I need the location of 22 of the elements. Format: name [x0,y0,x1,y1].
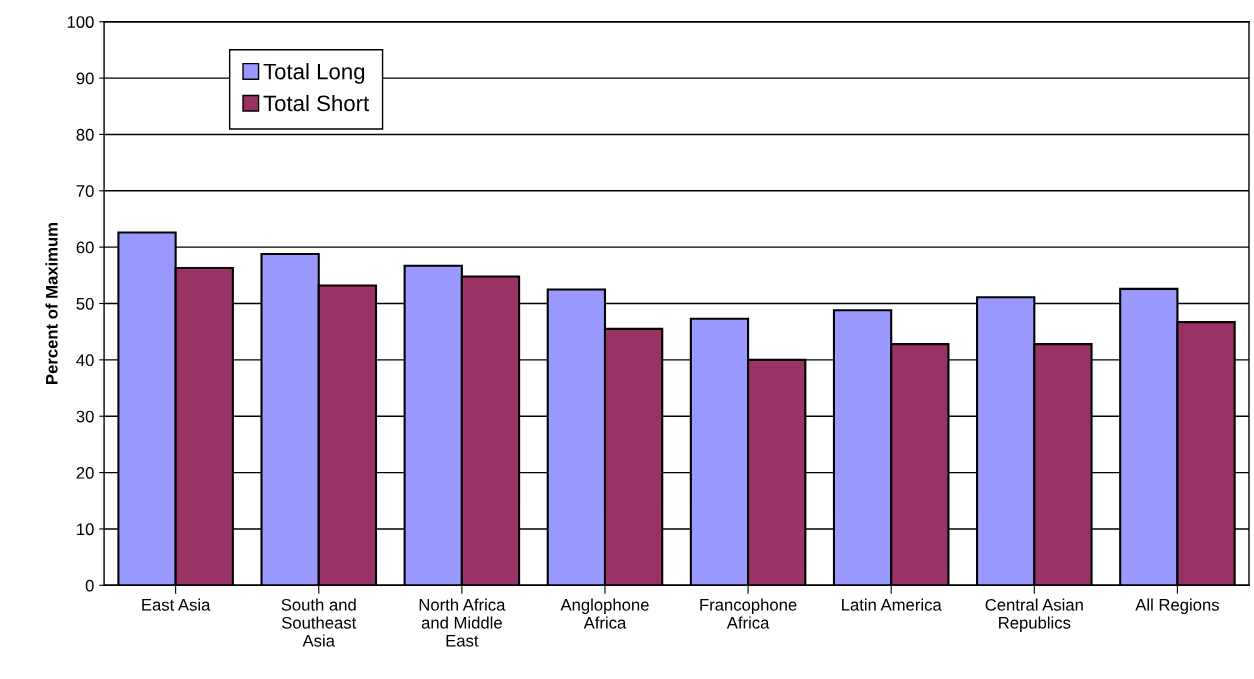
y-tick-label: 0 [85,579,94,592]
x-tick-label: Francophone Africa [700,598,797,629]
y-tick-label: 30 [76,410,94,423]
x-tick-label: Central Asian Republics [985,598,1083,632]
y-tick-label: 80 [76,128,94,141]
y-tick-label: 100 [67,16,94,28]
y-tick-label: 10 [77,523,94,536]
y-tick-label: 60 [76,241,94,254]
x-tick-label: Latin America [842,598,942,611]
x-tick-label: North Africa and Middle East [419,598,506,647]
y-tick-label: 40 [76,354,94,367]
legend-label: Total Short [263,94,370,112]
x-tick-label: All Regions [1135,598,1219,615]
x-tick-label: South and Southeast Asia [281,598,357,647]
x-tick-label: Anglophone Africa [560,598,649,629]
y-tick-label: 50 [76,297,94,310]
y-tick-label: 90 [76,72,94,85]
y-axis-title: Percent of Maximum [45,223,58,384]
legend-label: Total Long [263,63,365,84]
y-tick-label: 70 [76,185,94,197]
y-tick-label: 20 [76,466,94,479]
x-tick-label: East Asia [142,598,211,611]
